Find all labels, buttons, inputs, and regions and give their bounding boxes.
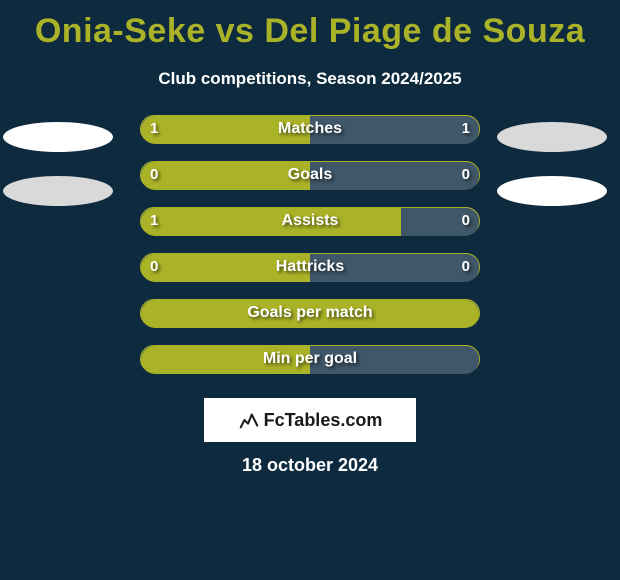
stat-bar-track bbox=[140, 115, 480, 143]
stat-bar-left bbox=[141, 208, 401, 236]
page-title: Onia-Seke vs Del Piage de Souza bbox=[0, 0, 620, 51]
stat-bar-left bbox=[141, 346, 310, 374]
stat-bar-track bbox=[140, 299, 480, 327]
stat-row: Goals per match bbox=[0, 299, 620, 345]
page-subtitle: Club competitions, Season 2024/2025 bbox=[0, 69, 620, 89]
stat-bar-left bbox=[141, 116, 310, 144]
decor-ellipse bbox=[497, 176, 607, 206]
watermark: FcTables.com bbox=[204, 398, 416, 442]
stat-bar-right bbox=[401, 208, 479, 236]
watermark-text: FcTables.com bbox=[264, 410, 383, 431]
stat-bar-right bbox=[310, 254, 479, 282]
stat-bar-left bbox=[141, 254, 310, 282]
date-text: 18 october 2024 bbox=[0, 455, 620, 476]
stat-bar-track bbox=[140, 253, 480, 281]
stat-bar-track bbox=[140, 207, 480, 235]
comparison-card: Onia-Seke vs Del Piage de Souza Club com… bbox=[0, 0, 620, 580]
fctables-logo-icon bbox=[238, 409, 260, 431]
stat-row: Min per goal bbox=[0, 345, 620, 391]
decor-ellipse bbox=[497, 122, 607, 152]
stat-bar-right bbox=[310, 346, 479, 374]
stat-row: Hattricks00 bbox=[0, 253, 620, 299]
stat-bar-left bbox=[141, 300, 479, 328]
stat-bar-track bbox=[140, 345, 480, 373]
stat-bar-right bbox=[310, 162, 479, 190]
stat-bar-left bbox=[141, 162, 310, 190]
stats-bars-area: Matches11Goals00Assists10Hattricks00Goal… bbox=[0, 115, 620, 391]
decor-ellipse bbox=[3, 122, 113, 152]
decor-ellipse bbox=[3, 176, 113, 206]
stat-bar-right bbox=[310, 116, 479, 144]
stat-bar-track bbox=[140, 161, 480, 189]
stat-row: Assists10 bbox=[0, 207, 620, 253]
